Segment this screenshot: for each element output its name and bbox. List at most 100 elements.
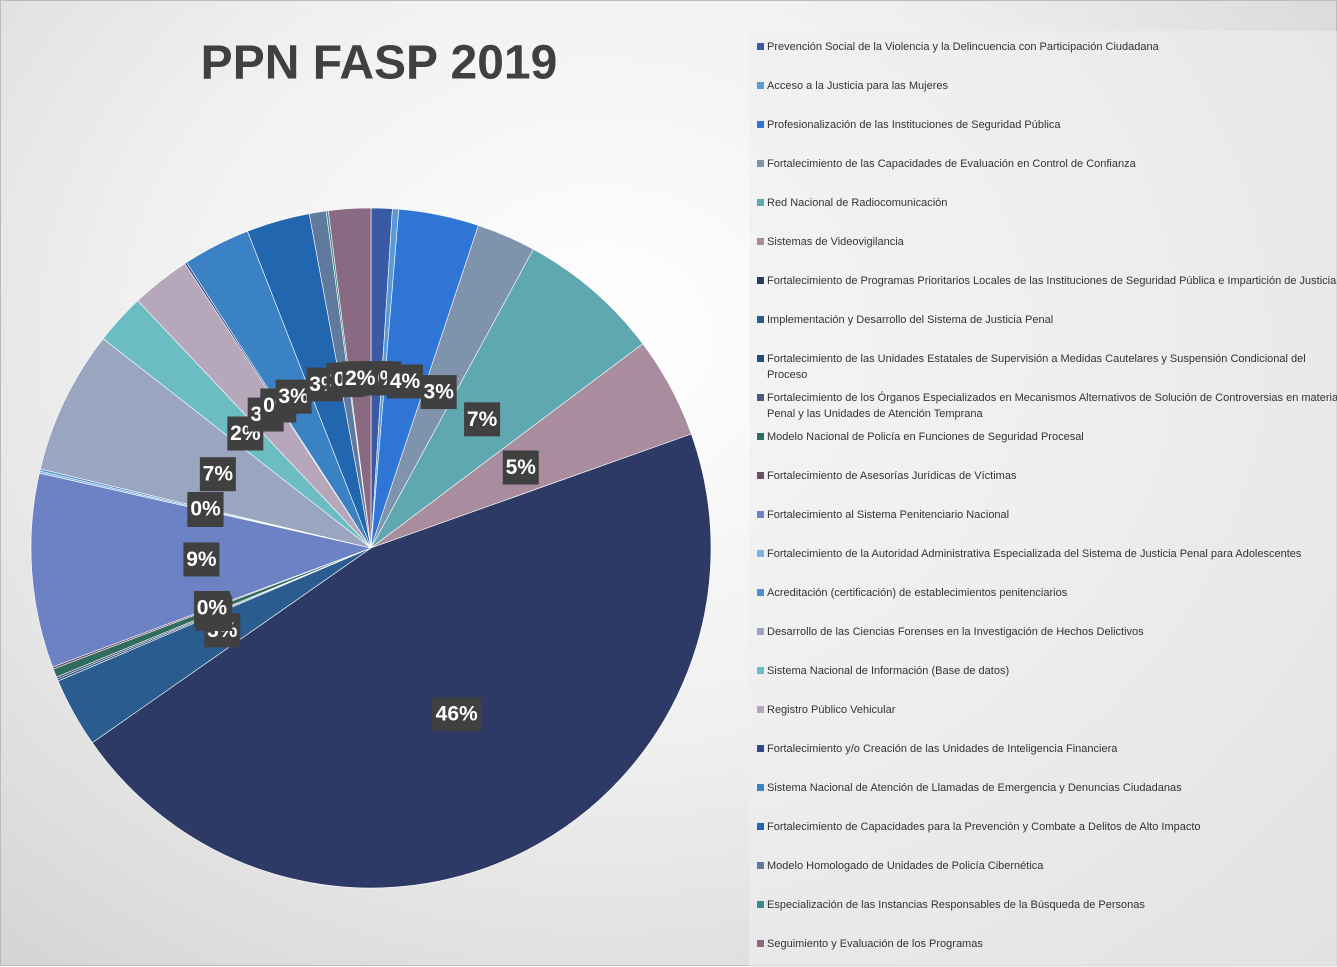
legend-entry: Fortalecimiento de las Unidades Estatale…: [757, 351, 1337, 383]
legend-entry: Profesionalización de las Instituciones …: [757, 117, 1337, 133]
legend-label: Sistema Nacional de Información (Base de…: [767, 665, 1010, 677]
legend-swatch: [757, 901, 764, 908]
data-label-box: [187, 491, 224, 526]
legend-swatch: [757, 394, 764, 401]
data-label-box: [502, 450, 539, 485]
data-label: 3%: [424, 381, 455, 404]
legend-label: Fortalecimiento y/o Creación de las Unid…: [767, 743, 1118, 755]
legend-swatch: [757, 589, 764, 596]
legend-label: Fortalecimiento de las Capacidades de Ev…: [767, 158, 1136, 170]
legend-swatch: [757, 199, 764, 206]
legend-swatch: [757, 511, 764, 518]
chart-title: PPN FASP 2019: [201, 37, 558, 90]
legend-label: Registro Público Vehicular: [767, 704, 896, 716]
legend-label: Acreditación (certificación) de establec…: [767, 587, 1068, 599]
legend-entry: Implementación y Desarrollo del Sistema …: [757, 312, 1337, 328]
data-label: 46%: [436, 703, 478, 726]
legend-swatch: [757, 355, 764, 362]
legend-entry: Fortalecimiento de las Capacidades de Ev…: [757, 156, 1337, 172]
legend-entry: Fortalecimiento de Asesorías Jurídicas d…: [757, 468, 1337, 484]
data-label: 3%: [278, 385, 309, 408]
legend-swatch: [757, 121, 764, 128]
legend-entry: Fortalecimiento de Programas Prioritario…: [757, 273, 1337, 289]
data-label-box: [193, 591, 230, 626]
legend-label: Fortalecimiento de las Unidades Estatale…: [767, 353, 1306, 381]
data-label: 9%: [186, 548, 217, 571]
data-label-box: [342, 361, 379, 396]
legend-swatch: [757, 550, 764, 557]
legend-entry: Desarrollo de las Ciencias Forenses en l…: [757, 624, 1337, 640]
data-label-box: [183, 542, 220, 577]
data-label-box: [199, 457, 236, 492]
legend-label: Implementación y Desarrollo del Sistema …: [767, 314, 1054, 326]
data-label: 7%: [203, 463, 234, 486]
legend-label: Sistema Nacional de Atención de Llamadas…: [767, 782, 1182, 794]
legend-label: Modelo Nacional de Policía en Funciones …: [767, 431, 1084, 443]
legend-entry: Modelo Nacional de Policía en Funciones …: [757, 429, 1337, 445]
legend-swatch: [757, 862, 764, 869]
legend-swatch: [757, 745, 764, 752]
legend-label: Fortalecimiento de Capacidades para la P…: [767, 821, 1201, 833]
legend-swatch: [757, 706, 764, 713]
data-label: 2%: [345, 367, 376, 390]
legend-entry: Seguimiento y Evaluación de los Programa…: [757, 936, 1337, 952]
legend-swatch: [757, 433, 764, 440]
legend-swatch: [757, 667, 764, 674]
data-label: 0%: [197, 597, 228, 620]
data-labels: 1%0%4%3%7%5%46%3%0%0%0%0%9%0%0%7%2%3%0%3…: [183, 361, 539, 732]
legend: Prevención Social de la Violencia y la D…: [749, 31, 1337, 967]
legend-entry: Especialización de las Instancias Respon…: [757, 897, 1337, 913]
legend-entry: Sistema Nacional de Información (Base de…: [757, 663, 1337, 679]
legend-entry: Fortalecimiento de los Órganos Especiali…: [757, 390, 1337, 422]
pie-area: PPN FASP 2019 1%0%4%3%7%5%46%3%0%0%0%0%9…: [30, 37, 712, 889]
legend-entry: Fortalecimiento al Sistema Penitenciario…: [757, 507, 1337, 523]
legend-swatch: [757, 160, 764, 167]
legend-swatch: [757, 628, 764, 635]
legend-label: Desarrollo de las Ciencias Forenses en l…: [767, 626, 1144, 638]
legend-label: Profesionalización de las Instituciones …: [767, 119, 1061, 131]
legend-swatch: [757, 784, 764, 791]
data-label-box: [387, 364, 424, 399]
legend-entry: Fortalecimiento de Capacidades para la P…: [757, 819, 1337, 835]
data-label-box: [432, 697, 482, 732]
legend-label: Fortalecimiento de los Órganos Especiali…: [767, 392, 1337, 420]
legend-label: Sistemas de Videovigilancia: [767, 236, 904, 248]
data-label: 0%: [190, 497, 221, 520]
legend-swatch: [757, 277, 764, 284]
legend-label: Red Nacional de Radiocomunicación: [767, 197, 948, 209]
legend-label: Fortalecimiento de Programas Prioritario…: [767, 275, 1337, 287]
legend-entry: Sistemas de Videovigilancia: [757, 234, 1337, 250]
legend-label: Prevención Social de la Violencia y la D…: [767, 41, 1159, 53]
pie-slice: [39, 338, 372, 549]
legend-entry: Sistema Nacional de Atención de Llamadas…: [757, 780, 1337, 796]
legend-swatch: [757, 238, 764, 245]
data-label: 7%: [467, 408, 498, 431]
pie-slice: [370, 248, 644, 549]
data-label: 4%: [390, 370, 421, 393]
legend-label: Fortalecimiento de la Autoridad Administ…: [767, 548, 1302, 560]
data-label: 5%: [506, 456, 537, 479]
legend-entry: Fortalecimiento y/o Creación de las Unid…: [757, 741, 1337, 757]
legend-entry: Fortalecimiento de la Autoridad Administ…: [757, 546, 1337, 562]
legend-entry: Acceso a la Justicia para las Mujeres: [757, 78, 1337, 94]
legend-swatch: [757, 823, 764, 830]
legend-entry: Modelo Homologado de Unidades de Policía…: [757, 858, 1337, 874]
legend-swatch: [757, 43, 764, 50]
legend-label: Fortalecimiento al Sistema Penitenciario…: [767, 509, 1010, 521]
legend-swatch: [757, 940, 764, 947]
data-label-box: [464, 402, 501, 437]
legend-swatch: [757, 82, 764, 89]
legend-label: Seguimiento y Evaluación de los Programa…: [767, 938, 983, 950]
legend-entry: Registro Público Vehicular: [757, 702, 1337, 718]
legend-label: Fortalecimiento de Asesorías Jurídicas d…: [767, 470, 1017, 482]
legend-label: Especialización de las Instancias Respon…: [767, 899, 1145, 911]
pie-slice: [91, 433, 712, 889]
legend-swatch: [757, 316, 764, 323]
legend-label: Acceso a la Justicia para las Mujeres: [767, 80, 948, 92]
data-label-box: [420, 375, 457, 410]
data-label-box: [275, 379, 312, 414]
legend-entry: Acreditación (certificación) de establec…: [757, 585, 1337, 601]
legend-entry: Red Nacional de Radiocomunicación: [757, 195, 1337, 211]
legend-entry: Prevención Social de la Violencia y la D…: [757, 39, 1337, 55]
